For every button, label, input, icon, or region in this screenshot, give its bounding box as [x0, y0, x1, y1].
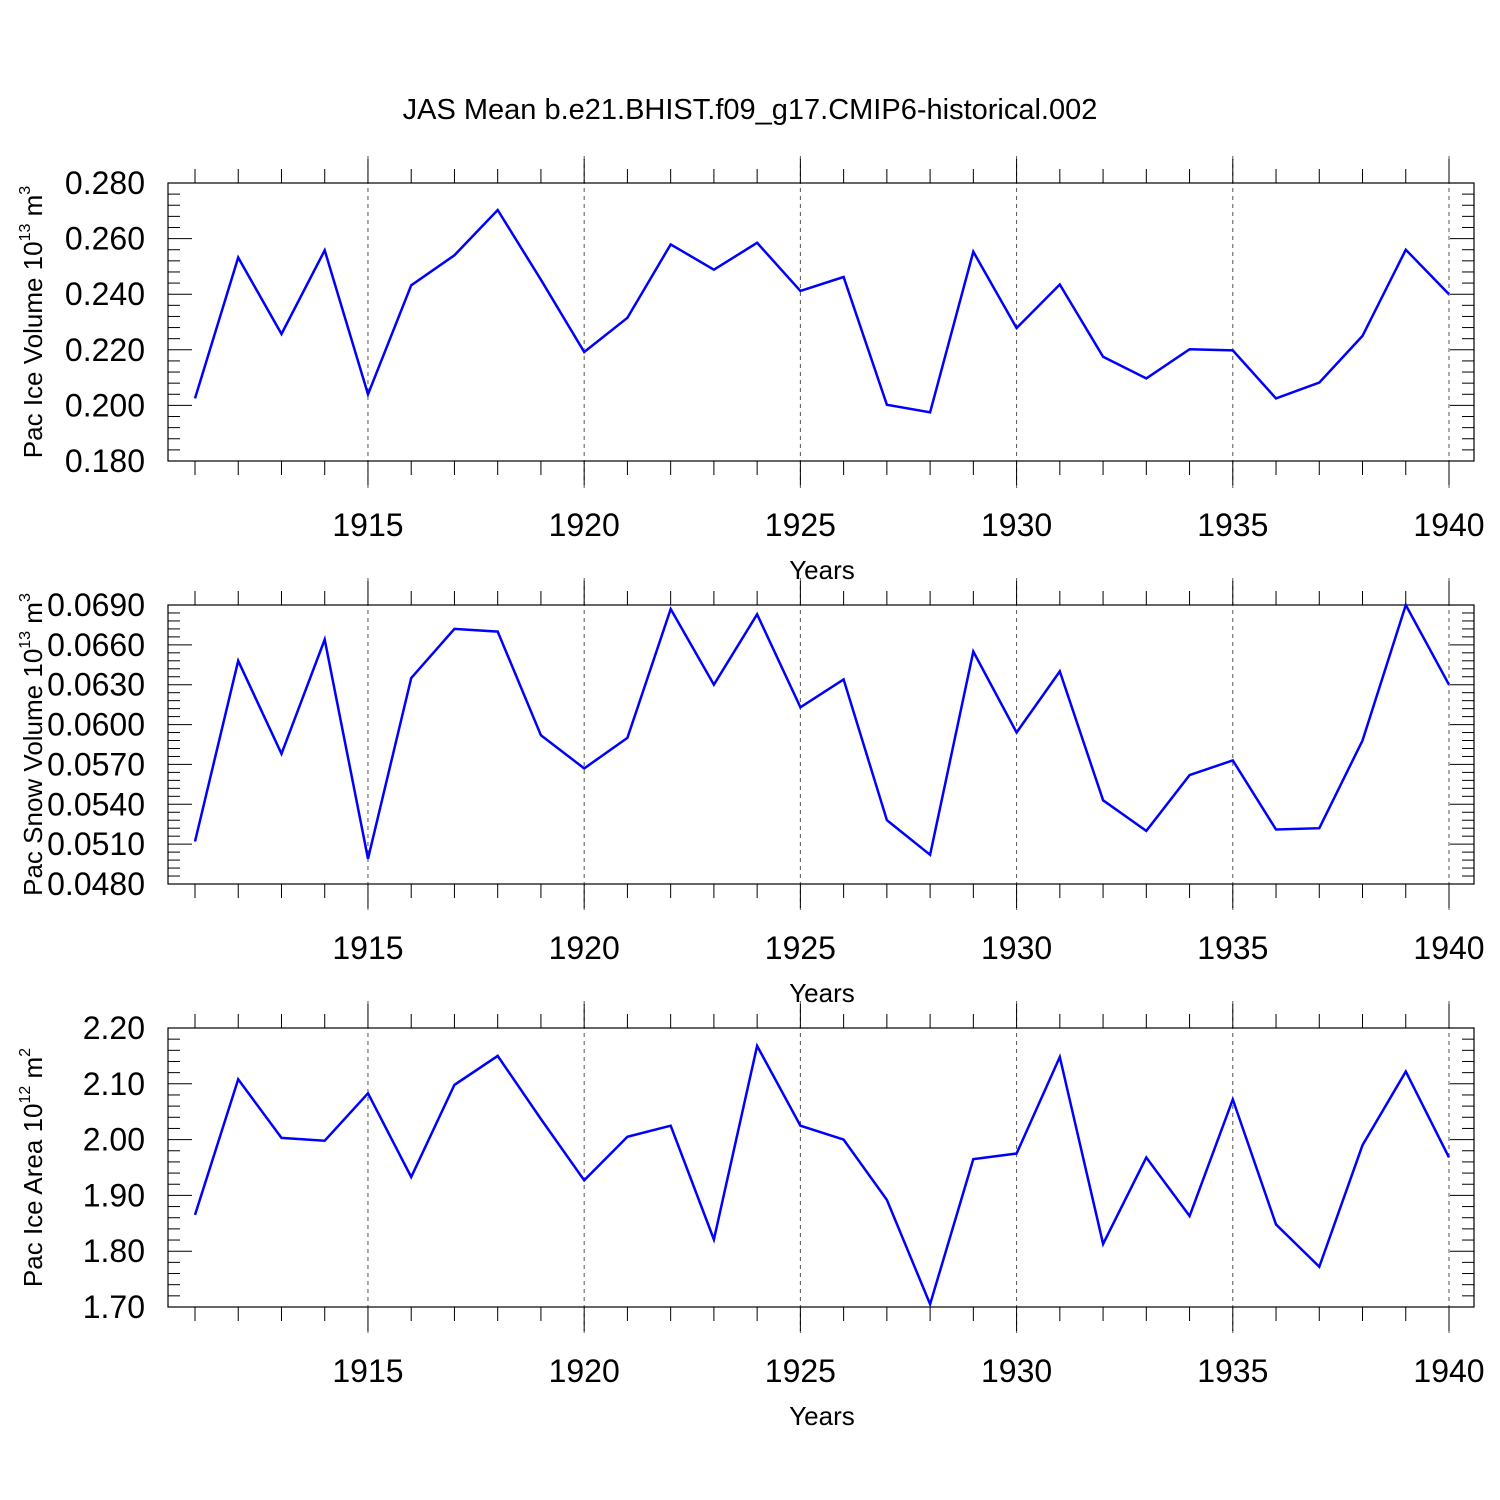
x-tick-label: 1935	[1197, 507, 1268, 543]
x-tick-label: 1925	[765, 507, 836, 543]
y-axis-title: Pac Snow Volume 1013 m3	[17, 593, 48, 896]
plot-frame	[167, 182, 1475, 462]
x-tick-label: 1915	[332, 930, 403, 966]
series-line	[193, 1042, 1451, 1308]
x-tick-label: 1940	[1413, 1353, 1484, 1389]
chart-panel-3: 1.70 1.80 1.90 2.00 2.10 2.20 1915 1920 1925 1930…	[17, 1001, 1485, 1431]
y-tick-label: 1.70	[83, 1289, 145, 1325]
x-tick-label: 1920	[549, 1353, 620, 1389]
x-tick-label: 1930	[981, 507, 1052, 543]
x-tick-label: 1925	[765, 1353, 836, 1389]
y-tick-label: 2.00	[83, 1122, 145, 1158]
y-tick-label: 0.0630	[47, 667, 145, 703]
x-tick-label: 1930	[981, 1353, 1052, 1389]
y-tick-label: 0.0690	[47, 587, 145, 623]
y-axis-title: Pac Ice Volume 1013 m3	[17, 186, 48, 459]
x-tick-label: 1920	[549, 507, 620, 543]
y-tick-label: 0.280	[65, 165, 145, 201]
x-tick-label: 1920	[549, 930, 620, 966]
y-tick-label: 2.20	[83, 1010, 145, 1046]
x-tick-label: 1915	[332, 1353, 403, 1389]
x-tick-label: 1935	[1197, 1353, 1268, 1389]
x-tick-label: 1925	[765, 930, 836, 966]
y-tick-label: 0.0600	[47, 707, 145, 743]
figure-title: JAS Mean b.e21.BHIST.f09_g17.CMIP6-histo…	[403, 94, 1098, 126]
x-tick-label: 1930	[981, 930, 1052, 966]
plot-frame	[167, 604, 1475, 885]
panels: 0.180 0.200 0.220 0.240 0.260 0.280 1915 1920 19…	[17, 156, 1485, 1431]
plot-frame	[167, 1027, 1475, 1308]
x-tick-label: 1935	[1197, 930, 1268, 966]
y-tick-label: 0.200	[65, 387, 145, 423]
y-tick-label: 0.260	[65, 221, 145, 257]
series-line	[193, 207, 1450, 414]
y-tick-label: 0.0570	[47, 746, 145, 782]
y-tick-label: 0.0510	[47, 826, 145, 862]
y-tick-label: 0.240	[65, 276, 145, 312]
y-tick-label: 0.220	[65, 332, 145, 368]
y-tick-label: 1.90	[83, 1177, 145, 1213]
y-tick-label: 1.80	[83, 1233, 145, 1269]
y-tick-label: 0.0540	[47, 786, 145, 822]
y-tick-label: 0.0480	[47, 866, 145, 902]
x-axis-title: Years	[789, 555, 855, 585]
x-axis-title: Years	[789, 978, 855, 1008]
series-line	[193, 601, 1451, 860]
x-tick-label: 1940	[1413, 507, 1484, 543]
y-tick-label: 0.0660	[47, 627, 145, 663]
y-tick-label: 2.10	[83, 1066, 145, 1102]
chart-panel-1: 0.180 0.200 0.220 0.240 0.260 0.280 1915 1920 19…	[17, 156, 1485, 585]
x-tick-label: 1940	[1413, 930, 1484, 966]
y-axis-title: Pac Ice Area 1012 m2	[17, 1048, 48, 1287]
x-tick-label: 1915	[332, 507, 403, 543]
y-tick-label: 0.180	[65, 443, 145, 479]
x-axis-title: Years	[789, 1401, 855, 1431]
